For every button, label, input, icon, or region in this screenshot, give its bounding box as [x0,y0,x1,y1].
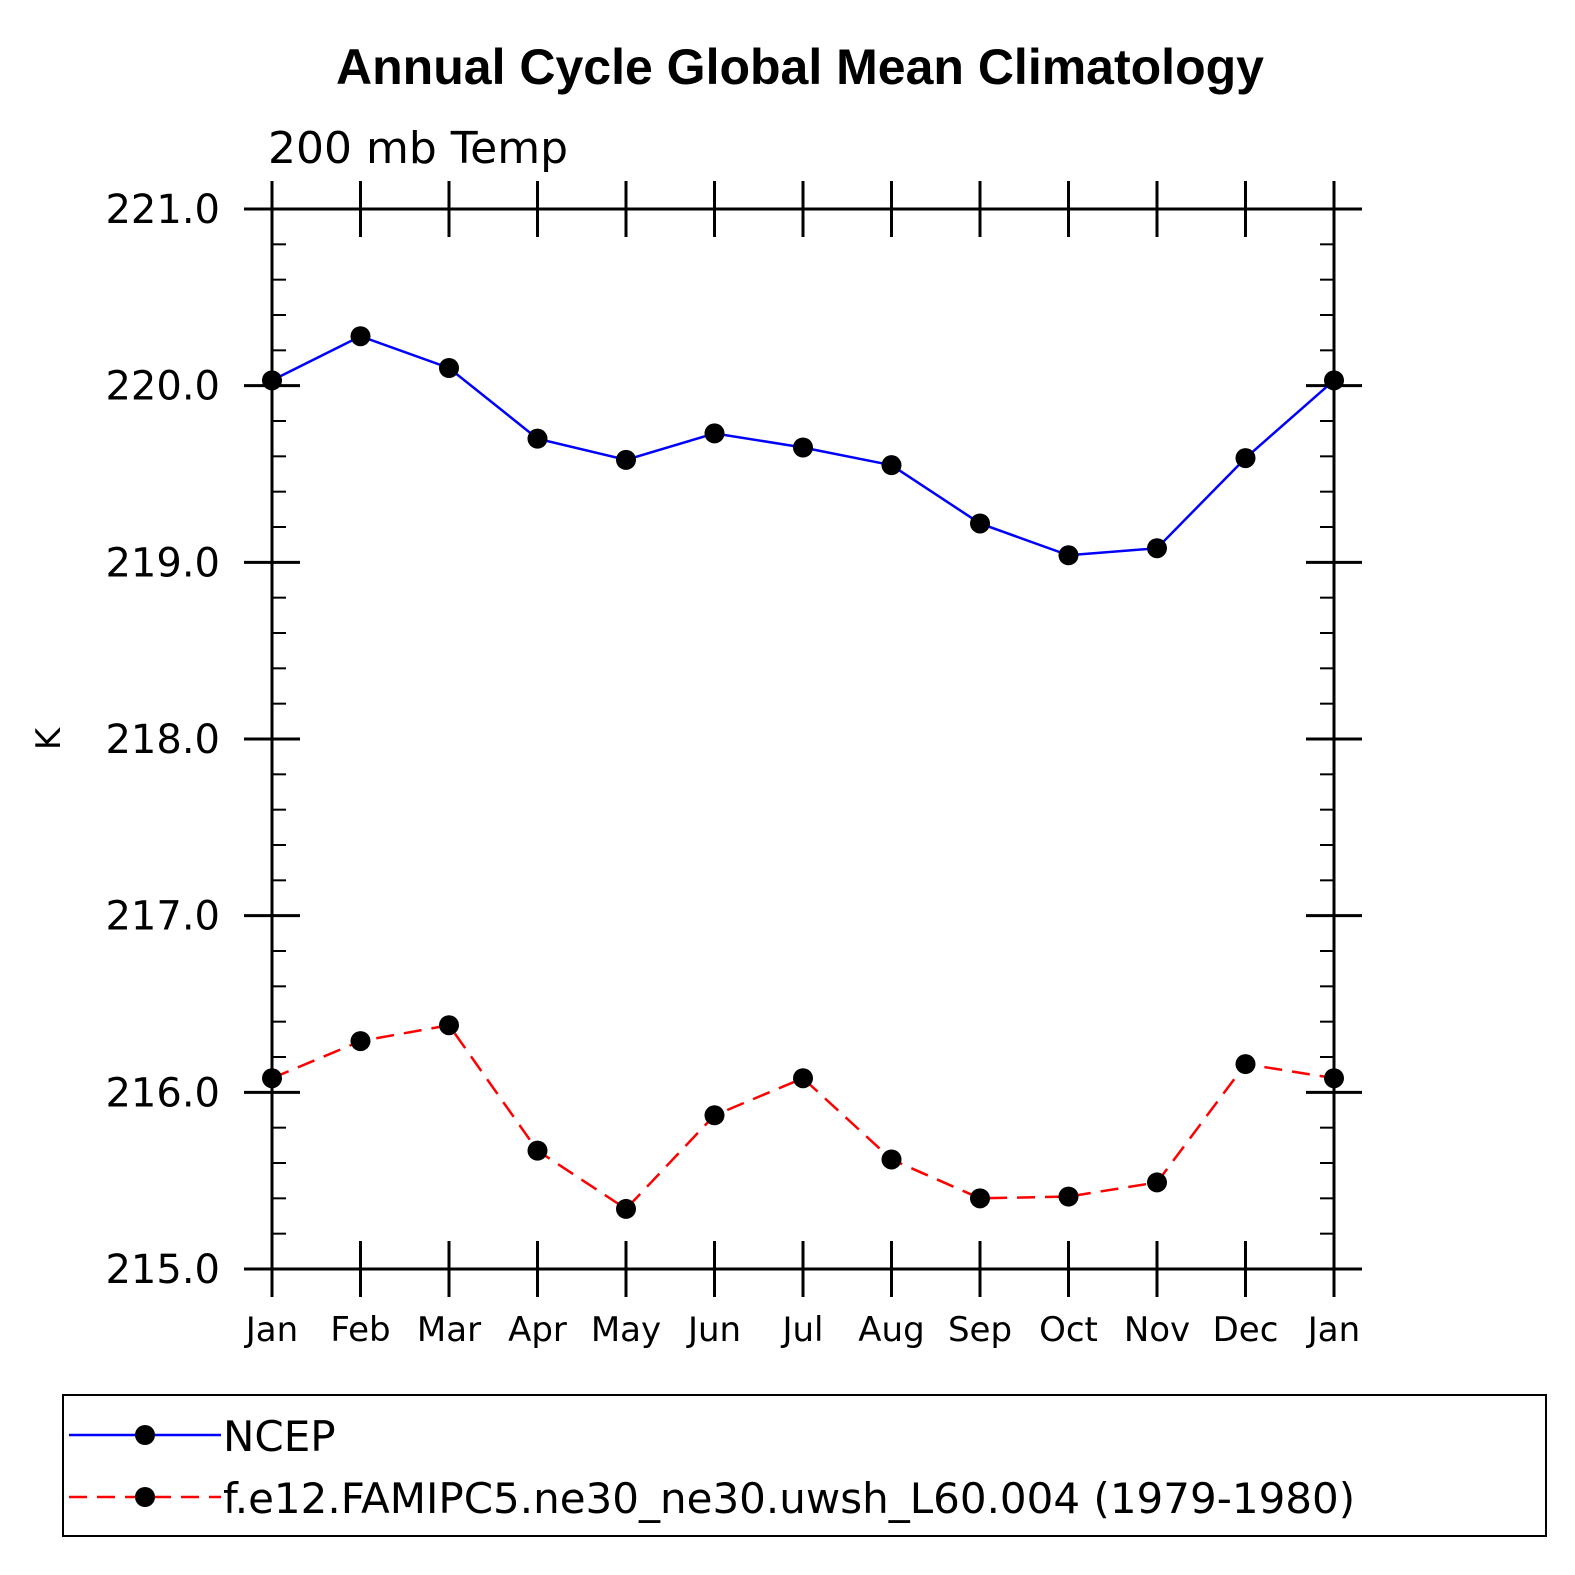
series-1-point [970,1188,990,1209]
y-tick-label: 220.0 [105,364,220,410]
series-0-point [1058,545,1079,566]
series-0-point [350,326,371,347]
series-0-point [881,455,902,476]
series-1-point [527,1140,548,1161]
x-tick-label: Sep [948,1310,1012,1350]
x-tick-label: Jan [1306,1310,1360,1350]
legend-marker-0 [135,1425,155,1445]
series-1-point [704,1105,725,1126]
legend-label-0: NCEP [223,1412,336,1461]
series-0-point [527,428,548,449]
y-tick-label: 219.0 [105,540,220,586]
series-line-1 [271,1023,1335,1211]
series-0-point [1235,448,1256,469]
series-0-point [616,449,636,470]
chart-title: Annual Cycle Global Mean Climatology [336,39,1264,95]
series-0-point [439,358,459,378]
series-0-point [970,513,990,534]
series-0-point [793,437,813,458]
series-0-point [704,423,725,444]
legend-box [62,1394,1547,1537]
x-tick-label: Oct [1039,1310,1098,1350]
series-0-point [1147,538,1167,559]
x-tick-label: Mar [417,1310,481,1350]
x-tick-label: Feb [330,1310,390,1350]
series-1-point [1147,1172,1167,1193]
y-tick-label: 221.0 [105,187,220,233]
y-tick-label: 216.0 [105,1070,220,1116]
series-1-point [1235,1054,1256,1075]
y-tick-label: 217.0 [105,894,220,940]
x-tick-label: Aug [858,1310,924,1350]
series-0-point [262,370,282,391]
y-axis-label: K [29,726,69,750]
series-1-point [1058,1186,1079,1207]
series-1-point [262,1068,282,1089]
series-1-point [439,1015,459,1036]
x-tick-label: Jan [244,1310,298,1350]
x-tick-label: Apr [508,1310,567,1350]
x-tick-label: May [591,1310,661,1350]
x-tick-label: Dec [1213,1310,1279,1350]
legend-marker-1 [135,1487,155,1507]
x-tick-label: Nov [1124,1310,1190,1350]
series-1-point [1324,1068,1344,1089]
series-1-point [350,1031,371,1052]
series-1-point [793,1068,813,1089]
series-1-point [616,1198,636,1219]
legend-label-1: f.e12.FAMIPC5.ne30_ne30.uwsh_L60.004 (19… [223,1474,1355,1523]
plot-frame [270,207,1336,1271]
x-tick-label: Jun [686,1310,741,1350]
y-tick-label: 215.0 [105,1247,220,1293]
series-1-point [881,1149,902,1170]
y-tick-label: 218.0 [105,717,220,763]
chart-subtitle: 200 mb Temp [268,123,568,174]
x-tick-label: Jul [780,1310,823,1350]
series-0-point [1324,370,1344,391]
